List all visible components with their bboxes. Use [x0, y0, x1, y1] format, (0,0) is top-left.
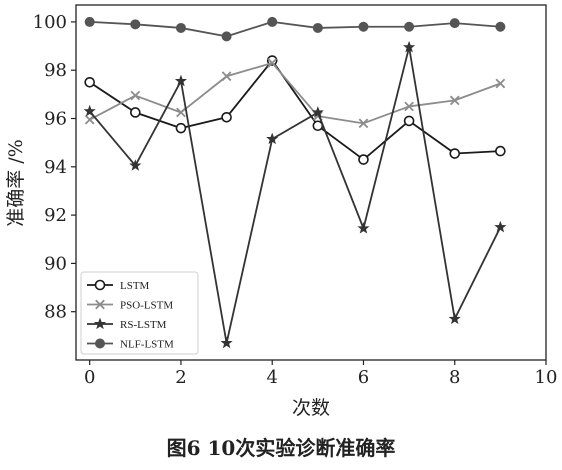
point-pso-lstm: [84, 114, 95, 125]
y-tick-label: 94: [44, 157, 67, 178]
series-line-nlf-lstm: [89, 20, 501, 38]
legend: LSTM PSO-LSTM RS-LSTM NLF-LSTM: [80, 271, 199, 355]
point-nlf-lstm: [130, 19, 141, 30]
point-pso-lstm: [267, 58, 278, 68]
point-rs-lstm: [494, 220, 507, 233]
point-pso-lstm: [221, 71, 232, 82]
series-lstm: [84, 55, 506, 165]
point-lstm: [495, 145, 506, 157]
point-rs-lstm: [357, 222, 370, 234]
point-pso-lstm: [176, 107, 186, 118]
series-line-lstm: [89, 59, 501, 161]
x-tick-label: 0: [84, 367, 95, 388]
series-rs-lstm: [83, 40, 507, 349]
point-lstm: [449, 148, 461, 159]
point-pso-lstm: [404, 101, 414, 112]
y-tick-label: 98: [44, 60, 67, 81]
series-nlf-lstm: [84, 16, 506, 42]
point-lstm: [130, 107, 141, 118]
x-marker-stroke: [130, 90, 141, 101]
x-marker-stroke: [404, 101, 414, 112]
point-nlf-lstm: [449, 18, 460, 29]
point-rs-lstm: [129, 159, 142, 171]
x-marker-stroke: [84, 114, 95, 125]
x-marker-stroke: [221, 71, 232, 82]
point-lstm: [175, 122, 187, 134]
x-tick-label: 8: [449, 367, 460, 388]
point-rs-lstm: [403, 40, 416, 53]
y-tick-label: 88: [44, 302, 67, 323]
y-tick-label: 100: [33, 12, 67, 33]
series-pso-lstm: [84, 58, 506, 129]
x-tick-label: 2: [175, 367, 186, 388]
legend-box: [80, 271, 199, 355]
point-nlf-lstm: [495, 21, 506, 32]
point-nlf-lstm: [312, 22, 323, 33]
x-marker-stroke: [95, 299, 105, 310]
point-pso-lstm: [130, 90, 141, 101]
series-line-rs-lstm: [89, 46, 502, 345]
point-rs-lstm: [311, 106, 324, 118]
point-rs-lstm: [83, 104, 96, 117]
y-tick-label: 96: [44, 109, 67, 130]
legend-swatch-marker: [94, 279, 106, 291]
point-nlf-lstm: [358, 21, 369, 32]
point-rs-lstm: [266, 132, 279, 145]
point-nlf-lstm: [175, 22, 186, 33]
point-rs-lstm: [220, 336, 233, 349]
y-tick-label: 92: [44, 205, 67, 226]
point-rs-lstm: [174, 74, 187, 87]
x-marker-stroke: [267, 58, 278, 68]
x-marker-stroke: [358, 118, 369, 129]
legend-label: RS-LSTM: [120, 319, 167, 331]
x-tick-label: 10: [535, 367, 558, 388]
point-lstm: [221, 111, 232, 123]
accuracy-line-chart: 0 2 4 6 8 10 88 90 92 94 96 98 100 LSTM PSO-LSTM RS-LS…: [5, 4, 558, 419]
series-group: [83, 16, 507, 349]
point-nlf-lstm: [84, 16, 95, 27]
legend-swatch-marker: [93, 317, 107, 330]
point-nlf-lstm: [267, 16, 278, 27]
x-marker-stroke: [449, 95, 460, 106]
x-tick-label: 6: [358, 367, 369, 388]
point-lstm: [403, 115, 415, 127]
y-axis-title: 准确率 /%: [5, 139, 27, 227]
x-axis-title: 次数: [292, 397, 330, 419]
legend-swatch-marker: [95, 338, 105, 349]
plot-frame: [75, 4, 547, 361]
x-marker-stroke: [495, 78, 506, 89]
point-lstm: [358, 154, 369, 165]
legend-label: NLF-LSTM: [120, 339, 174, 351]
x-tick-label: 4: [266, 367, 277, 388]
point-pso-lstm: [449, 95, 460, 106]
point-rs-lstm: [448, 312, 461, 325]
x-marker-stroke: [313, 111, 323, 121]
y-tick-label: 90: [44, 253, 67, 274]
point-nlf-lstm: [221, 31, 232, 42]
legend-label: PSO-LSTM: [120, 300, 173, 312]
point-pso-lstm: [495, 78, 506, 89]
series-line-pso-lstm: [89, 62, 501, 125]
point-nlf-lstm: [404, 21, 415, 32]
axis-ticks: 0 2 4 6 8 10 88 90 92 94 96 98 100: [33, 12, 558, 388]
point-pso-lstm: [358, 118, 369, 129]
figure-caption: 图6 10次实验诊断准确率: [166, 436, 396, 460]
point-lstm: [84, 76, 95, 88]
legend-label: LSTM: [120, 280, 150, 292]
x-marker-stroke: [176, 107, 186, 118]
legend-swatch-marker: [95, 299, 105, 310]
